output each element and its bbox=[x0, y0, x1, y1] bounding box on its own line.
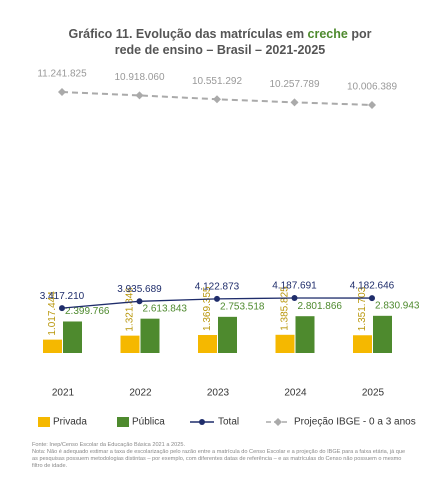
marker bbox=[369, 295, 375, 302]
value-label: 1.369.355 bbox=[202, 286, 213, 331]
legend-label: Total bbox=[218, 417, 239, 428]
value-label: 11.241.825 bbox=[37, 69, 87, 80]
bar bbox=[295, 316, 315, 353]
value-label: 3.417.210 bbox=[40, 291, 85, 302]
legend-label: Privada bbox=[53, 417, 87, 428]
bar bbox=[198, 335, 217, 353]
bar bbox=[353, 335, 372, 353]
x-tick-label: 2021 bbox=[52, 388, 75, 399]
legend-marker bbox=[274, 418, 282, 426]
bar bbox=[120, 335, 140, 353]
value-label: 4.122.873 bbox=[195, 281, 240, 292]
title-highlight: creche bbox=[307, 27, 348, 41]
marker bbox=[291, 295, 298, 301]
value-label: 2.830.943 bbox=[375, 300, 420, 311]
marker bbox=[213, 95, 221, 104]
bar bbox=[373, 315, 392, 353]
marker bbox=[290, 98, 299, 107]
bar bbox=[43, 339, 62, 353]
legend-label: Projeção IBGE - 0 a 3 anos bbox=[294, 417, 416, 428]
legend-swatch bbox=[38, 417, 50, 427]
value-label: 2.613.843 bbox=[143, 303, 188, 314]
value-label: 2.399.766 bbox=[65, 306, 110, 317]
value-label: 1.385.825 bbox=[280, 286, 291, 331]
value-label: 10.918.060 bbox=[114, 72, 164, 83]
x-tick-label: 2024 bbox=[284, 388, 307, 399]
bar bbox=[63, 321, 82, 353]
bar bbox=[140, 318, 160, 353]
footnote: Nota: Não é adequado estimar a taxa de e… bbox=[32, 449, 406, 469]
footnote: Fonte: Inep/Censo Escolar da Educação Bá… bbox=[32, 442, 185, 448]
marker bbox=[58, 88, 66, 96]
legend-label: Pública bbox=[132, 417, 165, 428]
value-label: 2.801.866 bbox=[298, 301, 343, 312]
value-label: 3.935.689 bbox=[117, 284, 162, 295]
marker bbox=[368, 101, 376, 109]
value-label: 10.006.389 bbox=[347, 82, 397, 93]
legend-swatch bbox=[117, 417, 129, 427]
x-tick-label: 2022 bbox=[129, 388, 152, 399]
value-label: 1.321.846 bbox=[125, 287, 136, 332]
value-label: 4.187.691 bbox=[272, 281, 317, 292]
value-label: 1.017.444 bbox=[47, 291, 58, 336]
chart-title: Gráfico 11. Evolução das matrículas em c… bbox=[60, 26, 380, 58]
legend-marker bbox=[199, 419, 205, 425]
chart: 2021 2022 2023 2024 2025 1.017.444 1.321.846 1.… bbox=[37, 69, 420, 428]
marker bbox=[214, 295, 220, 302]
value-label: 10.551.292 bbox=[192, 76, 242, 87]
value-label: 10.257.789 bbox=[269, 79, 319, 90]
x-tick-label: 2025 bbox=[362, 388, 385, 399]
footnotes: Fonte: Inep/Censo Escolar da Educação Bá… bbox=[32, 442, 412, 470]
title-part: por rede de ensino – Brasil – 2021-2025 bbox=[114, 27, 372, 57]
bar bbox=[218, 316, 237, 353]
title-part: Gráfico 11. Evolução das matrículas em bbox=[68, 27, 308, 41]
value-label: 2.753.518 bbox=[220, 301, 265, 312]
marker bbox=[59, 305, 65, 312]
marker bbox=[136, 298, 143, 305]
marker bbox=[135, 91, 144, 100]
x-tick-label: 2023 bbox=[207, 388, 230, 399]
bar bbox=[275, 334, 295, 353]
value-label: 4.182.646 bbox=[350, 281, 395, 292]
value-label: 1.351.703 bbox=[357, 286, 368, 331]
